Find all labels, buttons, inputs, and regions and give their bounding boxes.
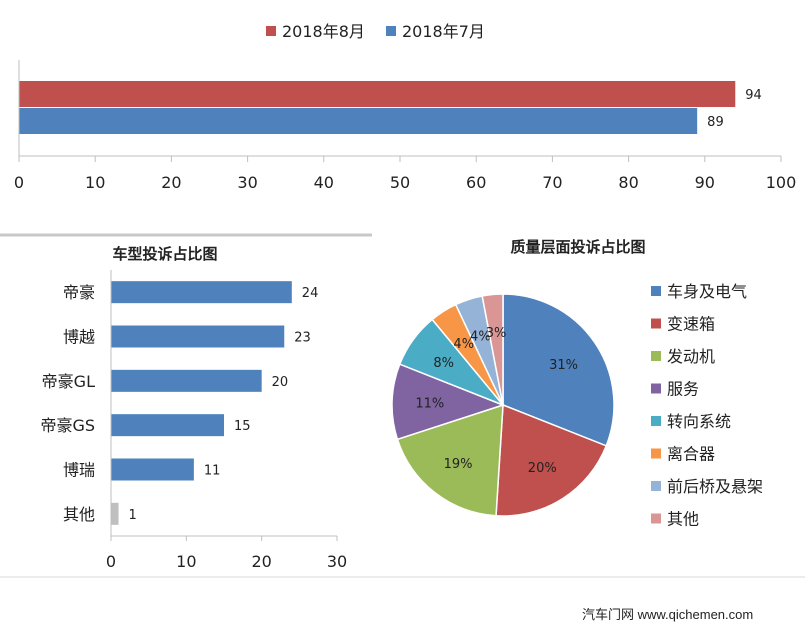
x-tick-label: 40 bbox=[314, 173, 334, 192]
legend-label: 2018年8月 bbox=[282, 22, 365, 41]
x-tick-label: 0 bbox=[14, 173, 24, 192]
legend-swatch bbox=[651, 383, 661, 394]
x-tick-label: 70 bbox=[542, 173, 562, 192]
slice-label: 31% bbox=[549, 358, 578, 373]
bar bbox=[19, 81, 736, 107]
x-tick-label: 0 bbox=[106, 552, 116, 571]
legend-label: 2018年7月 bbox=[402, 22, 485, 41]
legend-swatch bbox=[651, 513, 661, 524]
slice-label: 11% bbox=[415, 397, 444, 412]
footer-watermark: 汽车门网 www.qichemen.com bbox=[582, 607, 754, 622]
legend-label: 其他 bbox=[667, 510, 699, 529]
pie-slice bbox=[495, 403, 608, 517]
legend-swatch bbox=[651, 448, 661, 459]
bar bbox=[111, 369, 262, 392]
pie-slice bbox=[481, 293, 504, 406]
bar bbox=[111, 502, 119, 525]
category-label: 博越 bbox=[63, 328, 95, 347]
data-label: 89 bbox=[707, 115, 724, 130]
legend-label: 变速箱 bbox=[667, 315, 715, 334]
data-label: 11 bbox=[204, 464, 221, 479]
x-tick-label: 80 bbox=[618, 173, 638, 192]
slice-label: 8% bbox=[433, 356, 454, 371]
bar bbox=[111, 414, 224, 437]
x-tick-label: 90 bbox=[695, 173, 715, 192]
x-tick-label: 100 bbox=[766, 173, 797, 192]
legend-swatch bbox=[651, 416, 661, 426]
category-label: 帝豪GL bbox=[42, 372, 95, 391]
legend-label: 发动机 bbox=[667, 347, 715, 366]
data-label: 94 bbox=[745, 88, 762, 103]
bar bbox=[19, 108, 698, 134]
x-tick-label: 30 bbox=[327, 552, 347, 571]
x-tick-label: 10 bbox=[85, 173, 105, 192]
x-tick-label: 30 bbox=[237, 173, 257, 192]
legend-label: 离合器 bbox=[667, 445, 715, 464]
data-label: 15 bbox=[234, 419, 251, 434]
legend-swatch bbox=[651, 351, 661, 361]
x-tick-label: 60 bbox=[466, 173, 486, 192]
bar bbox=[111, 325, 285, 348]
legend-swatch bbox=[651, 286, 661, 296]
category-label: 博瑞 bbox=[63, 461, 95, 480]
category-label: 其他 bbox=[63, 505, 95, 524]
legend-swatch bbox=[386, 26, 396, 36]
legend-swatch bbox=[651, 481, 661, 491]
slice-label: 20% bbox=[528, 461, 557, 476]
bar bbox=[111, 458, 194, 481]
legend-swatch bbox=[266, 26, 276, 36]
x-tick-label: 50 bbox=[390, 173, 410, 192]
category-label: 帝豪GS bbox=[40, 416, 95, 435]
data-label: 23 bbox=[294, 331, 311, 346]
slice-label: 4% bbox=[453, 337, 474, 352]
x-tick-label: 20 bbox=[251, 552, 271, 571]
legend-label: 前后桥及悬架 bbox=[667, 477, 763, 496]
chart-title: 车型投诉占比图 bbox=[112, 245, 217, 263]
bar bbox=[111, 281, 292, 304]
pie-slice bbox=[502, 293, 615, 447]
legend-swatch bbox=[651, 318, 661, 329]
x-tick-label: 10 bbox=[176, 552, 196, 571]
data-label: 20 bbox=[272, 375, 289, 390]
overall-comparison-chart: 2018年8月 2018年7月 94 89 0 10 20 30 40 50 60 70 80 90 100 bbox=[14, 22, 796, 192]
legend-label: 服务 bbox=[667, 380, 699, 399]
category-label: 帝豪 bbox=[63, 283, 95, 302]
legend-label: 车身及电气 bbox=[667, 282, 747, 301]
slice-label: 4% bbox=[470, 329, 491, 344]
chart-title: 质量层面投诉占比图 bbox=[510, 238, 645, 256]
data-label: 24 bbox=[302, 286, 319, 301]
data-label: 1 bbox=[129, 508, 137, 523]
quality-complaint-pie-chart: 质量层面投诉占比图31%20%19%11%8%4%4%3%车身及电气变速箱发动机… bbox=[391, 238, 763, 529]
pie-slice bbox=[391, 363, 506, 441]
slice-label: 19% bbox=[444, 457, 473, 472]
pie-slice bbox=[396, 403, 504, 517]
x-tick-label: 20 bbox=[161, 173, 181, 192]
legend-label: 转向系统 bbox=[667, 412, 731, 431]
slice-label: 3% bbox=[486, 326, 507, 341]
